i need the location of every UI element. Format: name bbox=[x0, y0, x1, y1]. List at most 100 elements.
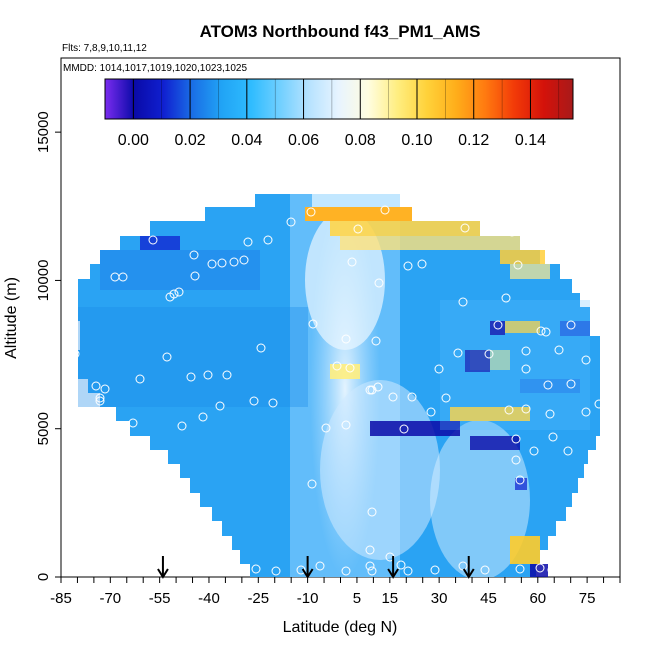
observation-point bbox=[189, 250, 199, 260]
colorbar-tick-label: 0.10 bbox=[401, 132, 432, 149]
colorbar-tick-label: 0.06 bbox=[288, 132, 319, 149]
observation-point bbox=[403, 566, 413, 576]
observation-point bbox=[460, 223, 470, 233]
y-axis: 0 5000 10000 15000 bbox=[35, 111, 61, 581]
x-tick-label: -70 bbox=[99, 590, 121, 607]
observation-point bbox=[367, 385, 377, 395]
y-tick-label: 10000 bbox=[35, 260, 52, 302]
observation-point bbox=[426, 407, 436, 417]
observation-points bbox=[70, 205, 604, 576]
colorbar-fill bbox=[104, 78, 574, 120]
observation-point bbox=[198, 412, 208, 422]
flight-marker-arrowhead bbox=[157, 568, 169, 579]
observation-point bbox=[174, 287, 184, 297]
flight-markers bbox=[157, 556, 475, 579]
y-axis-label: Altitude (m) bbox=[3, 277, 20, 359]
y-tick-label: 0 bbox=[35, 573, 52, 581]
observation-point bbox=[341, 334, 351, 344]
observation-point bbox=[229, 257, 239, 267]
dates-label: MMDD: 1014,1017,1019,1020,1023,1025 bbox=[63, 63, 247, 74]
observation-point bbox=[95, 393, 105, 403]
observation-point bbox=[251, 564, 261, 574]
observation-point bbox=[430, 565, 440, 575]
observation-point bbox=[296, 565, 306, 575]
observation-point bbox=[177, 421, 187, 431]
flight-marker-arrowhead bbox=[301, 568, 314, 579]
observation-point bbox=[458, 297, 468, 307]
flight-marker-arrowhead bbox=[462, 568, 475, 579]
observation-point bbox=[566, 320, 576, 330]
observation-point bbox=[365, 545, 375, 555]
observation-point bbox=[148, 235, 158, 245]
observation-point bbox=[186, 372, 196, 382]
x-tick-label: 45 bbox=[480, 590, 497, 607]
observation-point bbox=[268, 398, 278, 408]
observation-point bbox=[217, 258, 227, 268]
observation-point bbox=[374, 278, 384, 288]
observation-point bbox=[521, 364, 531, 374]
observation-point bbox=[306, 207, 316, 217]
observation-point bbox=[308, 319, 318, 329]
observation-point bbox=[215, 401, 225, 411]
observation-point bbox=[190, 271, 200, 281]
x-tick-label: 30 bbox=[431, 590, 448, 607]
x-axis: -85 -70 -55 -40 -25 -10 5 15 30 45 60 75 bbox=[50, 577, 621, 607]
x-tick-label: -40 bbox=[198, 590, 220, 607]
colorbar-tick-label: 0.14 bbox=[515, 132, 546, 149]
flight-marker-arrowhead bbox=[387, 568, 399, 579]
observation-point bbox=[399, 424, 409, 434]
x-tick-label: 5 bbox=[353, 590, 361, 607]
observation-point bbox=[263, 235, 273, 245]
colorbar-tick-label: 0.08 bbox=[345, 132, 376, 149]
observation-point bbox=[367, 566, 377, 576]
observation-point bbox=[243, 237, 253, 247]
observation-point bbox=[271, 566, 281, 576]
observation-point bbox=[367, 507, 377, 517]
observation-point bbox=[521, 404, 531, 414]
observation-point bbox=[529, 446, 539, 456]
observation-point bbox=[535, 563, 545, 573]
x-axis-label: Latitude (deg N) bbox=[283, 619, 398, 636]
observation-point bbox=[441, 393, 451, 403]
observation-point bbox=[286, 217, 296, 227]
observation-point bbox=[222, 370, 232, 380]
observation-point bbox=[545, 409, 555, 419]
observation-point bbox=[353, 224, 363, 234]
observation-point bbox=[480, 565, 490, 575]
observation-point bbox=[504, 405, 514, 415]
observation-point bbox=[396, 560, 406, 570]
x-tick-label: -55 bbox=[149, 590, 171, 607]
observation-point bbox=[128, 418, 138, 428]
observation-point bbox=[345, 363, 355, 373]
observation-point bbox=[453, 348, 463, 358]
observation-point bbox=[203, 370, 213, 380]
observation-point bbox=[207, 259, 217, 269]
observation-point bbox=[70, 349, 80, 359]
observation-point bbox=[373, 382, 383, 392]
observation-point bbox=[162, 352, 172, 362]
observation-point bbox=[547, 565, 557, 575]
x-tick-label: -25 bbox=[247, 590, 269, 607]
x-tick-label: 60 bbox=[529, 590, 546, 607]
observation-point bbox=[484, 349, 494, 359]
observation-point bbox=[511, 434, 521, 444]
observation-point bbox=[321, 423, 331, 433]
chart-title: ATOM3 Northbound f43_PM1_AMS bbox=[200, 22, 481, 41]
observation-point bbox=[507, 227, 517, 237]
colorbar-tick-label: 0.12 bbox=[458, 132, 489, 149]
observation-point bbox=[91, 381, 101, 391]
colorbar: 0.00 0.02 0.04 0.06 0.08 0.10 0.12 0.14 bbox=[104, 78, 574, 149]
x-tick-label: -85 bbox=[50, 590, 72, 607]
observation-point bbox=[307, 479, 317, 489]
observation-point bbox=[100, 384, 110, 394]
observation-point bbox=[249, 396, 259, 406]
observation-point bbox=[380, 205, 390, 215]
observation-point bbox=[118, 272, 128, 282]
observation-point bbox=[554, 345, 564, 355]
x-tick-label: 15 bbox=[381, 590, 398, 607]
observation-point bbox=[341, 420, 351, 430]
observation-point bbox=[135, 374, 145, 384]
observation-point bbox=[541, 327, 551, 337]
